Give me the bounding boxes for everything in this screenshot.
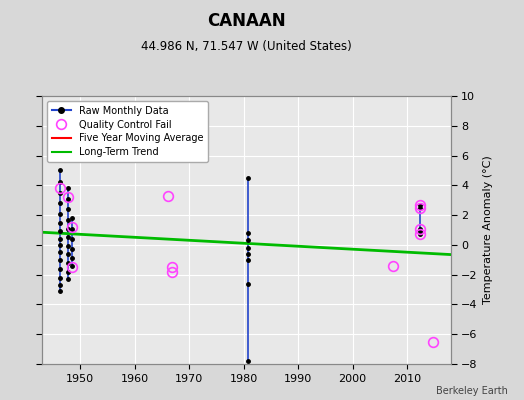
Legend: Raw Monthly Data, Quality Control Fail, Five Year Moving Average, Long-Term Tren: Raw Monthly Data, Quality Control Fail, … <box>47 101 208 162</box>
Text: Berkeley Earth: Berkeley Earth <box>436 386 508 396</box>
Text: CANAAN: CANAAN <box>207 12 286 30</box>
Y-axis label: Temperature Anomaly (°C): Temperature Anomaly (°C) <box>483 156 493 304</box>
Text: 44.986 N, 71.547 W (United States): 44.986 N, 71.547 W (United States) <box>141 40 352 53</box>
